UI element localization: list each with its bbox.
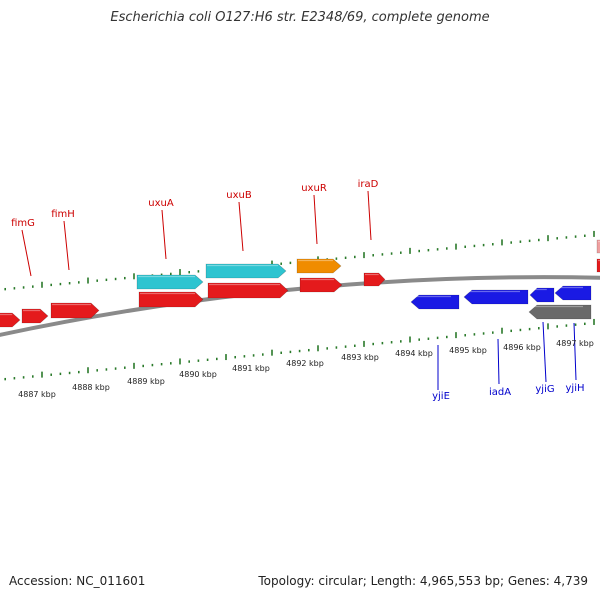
gene-leader-line (367, 190, 372, 241)
gene-label-uxuB: uxuB (226, 190, 252, 201)
kbp-label: 4889 kbp (127, 377, 165, 386)
accession-text: Accession: NC_011601 (9, 574, 146, 588)
gene-leader-line (161, 209, 167, 260)
gene-leader-line (313, 194, 318, 245)
gene-leader-line (573, 322, 577, 381)
gene-leader-line (497, 338, 500, 385)
gene-label-yjiE: yjiE (432, 391, 450, 402)
gene-label-yjiH: yjiH (566, 383, 585, 394)
kbp-label: 4888 kbp (72, 383, 110, 392)
reverse-misc-arrow (528, 304, 592, 320)
kbp-label: 4887 kbp (18, 390, 56, 399)
genome-stats-text: Topology: circular; Length: 4,965,553 bp… (258, 574, 588, 588)
kbp-label: 4894 kbp (395, 349, 433, 358)
gene-label-iraD: iraD (358, 179, 379, 190)
feature-track (0, 239, 600, 328)
kbp-label: 4890 kbp (179, 370, 217, 379)
kbp-label: 4892 kbp (286, 359, 324, 368)
forward-misc-arrow (596, 239, 600, 254)
kbp-label: 4895 kbp (449, 346, 487, 355)
kbp-label: 4891 kbp (232, 364, 270, 373)
inner-tick-ring (4, 318, 595, 381)
reverse-cds-arrow (529, 287, 555, 303)
kbp-axis-labels: 4887 kbp 4888 kbp 4889 kbp 4890 kbp 4891 kbp… (18, 339, 594, 399)
forward-cds-arrow (50, 302, 100, 319)
kbp-label: 4893 kbp (341, 353, 379, 362)
gene-label-fimH: fimH (51, 209, 75, 220)
forward-cds-arrow (299, 277, 343, 293)
reverse-cds-arrow (463, 289, 529, 305)
forward-cds-arrow (363, 272, 386, 287)
forward-cds-arrow (207, 282, 289, 299)
kbp-label: 4896 kbp (503, 343, 541, 352)
forward-cds-arrow (596, 258, 600, 273)
gene-label-uxuR: uxuR (301, 183, 327, 194)
forward-cds-arrow (0, 312, 21, 328)
gene-label-fimG: fimG (11, 218, 35, 229)
gene-leader-line (21, 229, 32, 277)
gene-label-iadA: iadA (489, 387, 511, 398)
forward-cds-arrow (21, 308, 49, 324)
gene-label-uxuA: uxuA (148, 198, 174, 209)
forward-misc-arrow (296, 258, 342, 274)
forward-rna-arrow (205, 263, 287, 279)
page-title: Escherichia coli O127:H6 str. E2348/69, … (110, 10, 490, 25)
reverse-cds-arrow (554, 285, 592, 301)
gene-leader-line (542, 321, 547, 383)
gene-labels: fimG fimH uxuA uxuB uxuR iraD yjiE iadA yjiG yjiH (11, 179, 584, 402)
gene-label-yjiG: yjiG (535, 384, 554, 395)
forward-cds-arrow (138, 291, 204, 308)
kbp-label: 4897 kbp (556, 339, 594, 348)
gene-leader-line (63, 220, 70, 271)
reverse-cds-arrow (410, 294, 460, 310)
gene-leader-line (238, 201, 244, 252)
forward-rna-arrow (136, 274, 204, 290)
